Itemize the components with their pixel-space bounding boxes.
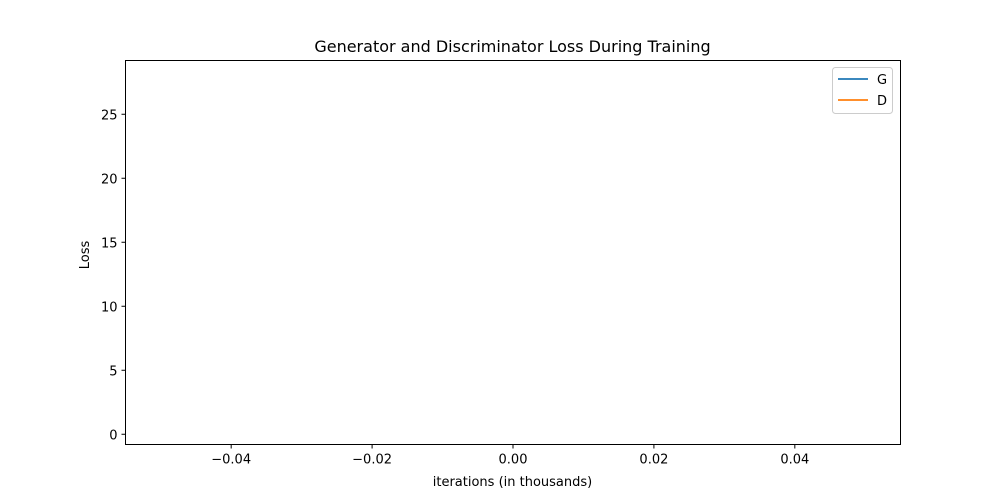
legend: G D	[832, 67, 893, 114]
legend-label-g: G	[877, 73, 887, 88]
y-tick-label: 20	[101, 172, 118, 187]
x-tick-label: −0.04	[211, 453, 251, 468]
x-tick-label: −0.02	[352, 453, 392, 468]
plot-area-frame	[125, 60, 901, 445]
x-tick-label: 0.02	[639, 453, 668, 468]
y-axis-label: Loss	[78, 241, 93, 270]
y-tick-label: 10	[101, 300, 118, 315]
y-tick-label: 25	[101, 108, 118, 123]
y-tick-label: 0	[109, 428, 117, 443]
x-axis-label: iterations (in thousands)	[433, 475, 593, 490]
y-axis-ticks: 0 5 10 15 20 25	[101, 108, 126, 443]
x-tick-label: 0.04	[780, 453, 809, 468]
x-tick-label: 0.00	[499, 453, 528, 468]
legend-label-d: D	[877, 94, 887, 109]
chart-title: Generator and Discriminator Loss During …	[314, 37, 710, 56]
y-tick-label: 5	[109, 364, 117, 379]
y-tick-label: 15	[101, 236, 118, 251]
x-axis-ticks: −0.04 −0.02 0.00 0.02 0.04	[211, 444, 809, 468]
